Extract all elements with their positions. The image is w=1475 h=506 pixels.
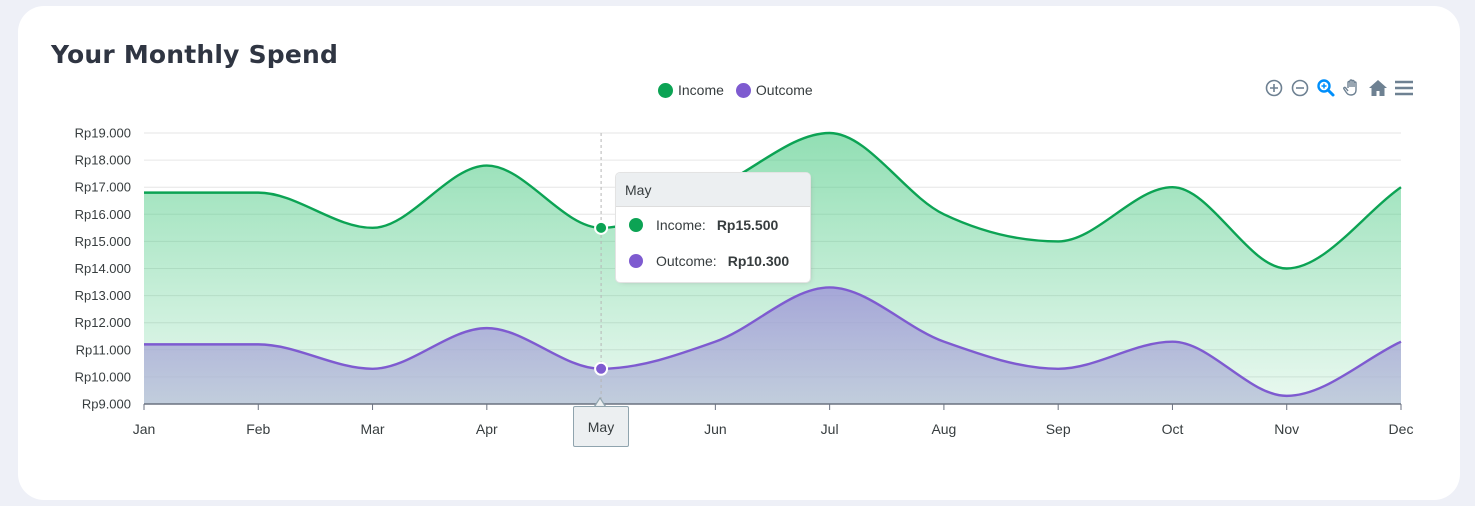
series-lines — [144, 131, 1402, 398]
x-axis-tooltip-arrow-inner — [595, 399, 605, 407]
axes: Rp9.000 Rp10.000 Rp11.000 Rp12.000 Rp13.000 R… — [75, 126, 1414, 438]
y-tick-label: Rp13.000 — [75, 288, 131, 303]
x-tick-label: Mar — [360, 421, 384, 437]
line-outcome — [144, 286, 1402, 398]
x-tick-label: Dec — [1389, 421, 1414, 437]
x-tick-label: Sep — [1046, 421, 1071, 437]
x-tick-label: Jul — [821, 421, 839, 437]
chart-tooltip: May Income: Rp15.500 Outcome: Rp10.300 — [615, 172, 811, 283]
tooltip-marker-income — [629, 218, 643, 232]
reset-home-icon — [1369, 80, 1387, 96]
legend-marker-outcome — [735, 82, 751, 98]
legend-label-outcome: Outcome — [755, 82, 813, 98]
y-tick-label: Rp17.000 — [75, 180, 131, 195]
legend-item-outcome[interactable]: Outcome — [735, 82, 813, 98]
legend-label-income: Income — [678, 82, 724, 98]
chart-toolbar — [1260, 76, 1416, 100]
tooltip-value-income: Rp15.500 — [716, 217, 779, 233]
y-tick-label: Rp16.000 — [75, 207, 131, 222]
tooltip-title: May — [616, 173, 810, 207]
zoom-in-icon — [1265, 79, 1283, 97]
tooltip-row-income: Income: Rp15.500 — [616, 207, 810, 243]
zoom-select-icon — [1317, 79, 1335, 97]
hover-markers — [594, 133, 609, 404]
x-tick-label: Apr — [476, 421, 498, 437]
tooltip-row-outcome: Outcome: Rp10.300 — [616, 243, 810, 279]
y-tick-label: Rp9.000 — [82, 397, 131, 412]
x-tick-label: Oct — [1162, 421, 1184, 437]
chart-legend: Income Outcome — [658, 82, 825, 98]
y-tick-label: Rp14.000 — [75, 261, 131, 276]
x-axis-tooltip: May — [573, 406, 629, 447]
legend-marker-income — [658, 82, 673, 98]
card-title: Your Monthly Spend — [51, 40, 339, 69]
y-tick-label: Rp11.000 — [76, 342, 131, 357]
x-tick-label: Aug — [931, 421, 956, 437]
legend-item-income[interactable]: Income — [658, 82, 724, 98]
hover-marker-income — [594, 220, 609, 235]
zoom-select-button[interactable] — [1314, 76, 1338, 100]
menu-icon — [1395, 80, 1413, 96]
zoom-out-button[interactable] — [1288, 76, 1312, 100]
y-tick-label: Rp18.000 — [75, 153, 131, 168]
tooltip-marker-outcome — [629, 254, 643, 268]
tooltip-value-outcome: Rp10.300 — [727, 253, 790, 269]
x-tick-label: Jan — [133, 421, 156, 437]
y-tick-label: Rp15.000 — [75, 234, 131, 249]
tooltip-label-income: Income: — [656, 217, 706, 233]
pan-button[interactable] — [1340, 76, 1364, 100]
y-tick-label: Rp12.000 — [75, 315, 131, 330]
y-tick-label: Rp19.000 — [75, 126, 131, 141]
zoom-in-button[interactable] — [1262, 76, 1286, 100]
hover-marker-outcome — [594, 361, 609, 376]
x-tick-label: Jun — [704, 421, 727, 437]
x-tick-label: Feb — [246, 421, 270, 437]
reset-zoom-button[interactable] — [1366, 76, 1390, 100]
y-tick-label: Rp10.000 — [75, 369, 131, 384]
tooltip-label-outcome: Outcome: — [656, 253, 717, 269]
x-tick-label: Nov — [1274, 421, 1299, 437]
zoom-out-icon — [1291, 79, 1309, 97]
pan-hand-icon — [1343, 79, 1357, 96]
line-income — [144, 131, 1402, 270]
chart-menu-button[interactable] — [1392, 76, 1416, 100]
area-outcome — [144, 287, 1401, 404]
